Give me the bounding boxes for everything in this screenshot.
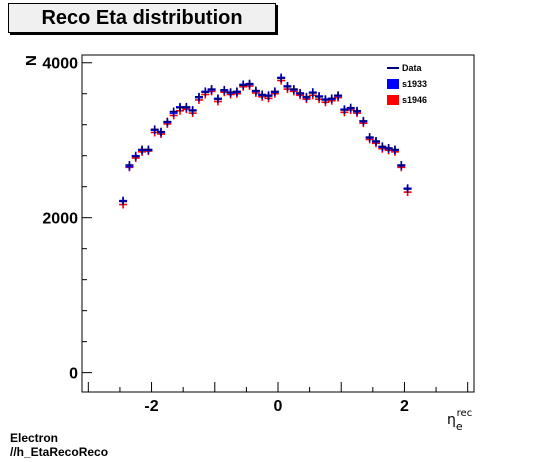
y-tick-label: 0 bbox=[69, 366, 78, 383]
x-tick-label: 0 bbox=[274, 398, 283, 415]
data-marks bbox=[119, 73, 412, 209]
y-tick-label: 4000 bbox=[42, 56, 78, 73]
caption-line-2: //h_EtaRecoReco bbox=[10, 445, 109, 459]
y-axis-label: N bbox=[23, 55, 40, 66]
y-tick-label: 2000 bbox=[42, 211, 78, 228]
x-tick-label: -2 bbox=[144, 398, 158, 415]
legend-swatch bbox=[387, 79, 399, 89]
legend-label: Data bbox=[402, 63, 423, 73]
x-tick-label: 2 bbox=[400, 398, 409, 415]
series-data bbox=[119, 74, 412, 206]
x-axis-label: ηerec bbox=[447, 408, 472, 433]
legend: Data s1933 s1946 bbox=[387, 63, 427, 105]
chart-title: Reco Eta distribution bbox=[8, 3, 276, 33]
plot-frame bbox=[81, 54, 475, 393]
legend-label: s1933 bbox=[402, 79, 427, 89]
caption-line-1: Electron bbox=[10, 431, 59, 445]
legend-label: s1946 bbox=[402, 95, 427, 105]
legend-swatch bbox=[387, 95, 399, 105]
